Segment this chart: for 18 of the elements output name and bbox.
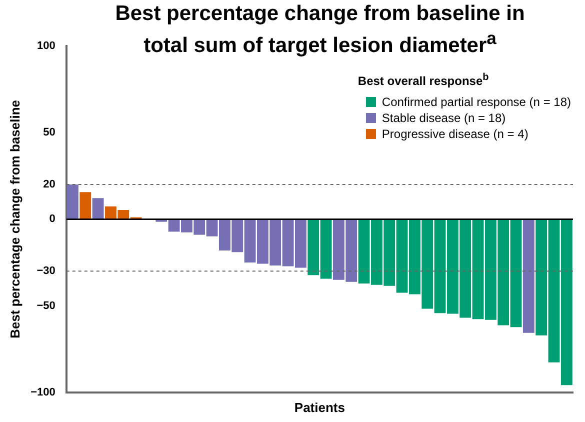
y-tick-label: 20	[43, 178, 56, 191]
y-tick-label: 100	[37, 40, 56, 52]
legend-label: Confirmed partial response (n = 18)	[382, 94, 571, 110]
y-axis-title: Best percentage change from baseline	[7, 100, 22, 338]
legend-label: Progressive disease (n = 4)	[382, 126, 528, 142]
y-tick-label: −50	[36, 300, 56, 312]
bar	[80, 192, 92, 220]
chart-title: Best percentage change from baseline in total sum of target lesion diameter$^{a}$	[114, 2, 526, 58]
x-axis-title: Patients	[294, 400, 345, 415]
bar	[522, 219, 534, 333]
legend-title: Best overall response$^{b}$	[358, 72, 490, 88]
y-tick-label: −30	[36, 265, 56, 278]
legend-label: Stable disease (n = 18)	[382, 110, 506, 126]
y-tick-label: 0	[49, 213, 56, 226]
bar	[92, 198, 104, 220]
bar	[66, 184, 78, 220]
y-tick-label: −100	[30, 386, 56, 398]
y-tick-label: 50	[43, 126, 56, 139]
